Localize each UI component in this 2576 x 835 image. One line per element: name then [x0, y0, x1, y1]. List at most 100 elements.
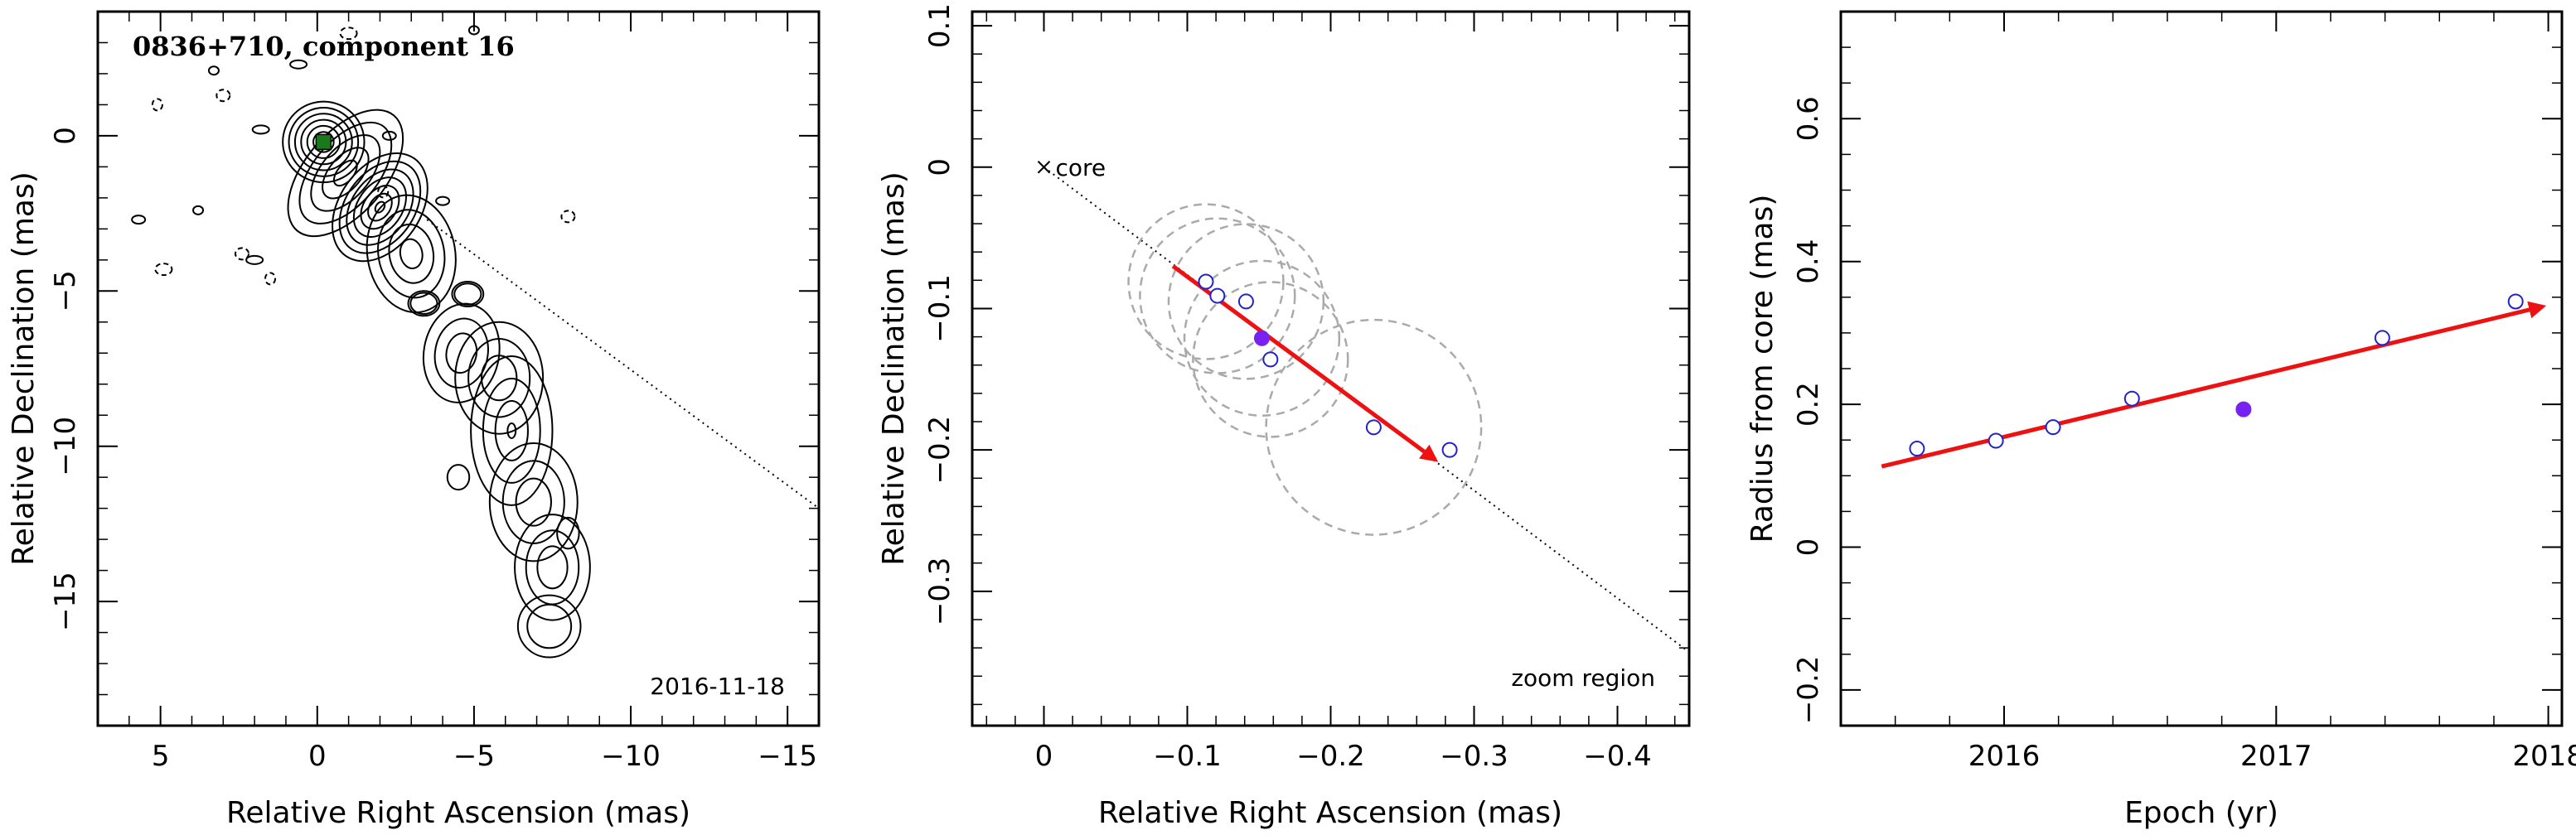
x-tick-label: −15 [758, 740, 817, 773]
uncertainty-circle [1192, 281, 1349, 438]
x-tick-label: −0.1 [1153, 740, 1222, 773]
open-point [2123, 390, 2140, 407]
contour-line [367, 192, 393, 222]
y-tick-label: 0.4 [1792, 239, 1825, 284]
contour-line [288, 106, 360, 177]
y-axis-title-3: Radius from core (mas) [1746, 195, 1779, 543]
ticks-3: 2016 2017 2018 −0.2 0 0.2 0.4 0.6 [1792, 11, 2576, 773]
y-tick-label: 0 [49, 127, 82, 145]
contour-line [501, 460, 565, 545]
noise-contour [154, 263, 173, 277]
contour-line [377, 209, 446, 299]
noise-contour [235, 247, 249, 261]
y-tick-label: 0.1 [923, 3, 956, 48]
y-axis-title-2: Relative Declination (mas) [877, 171, 911, 566]
y-axis-title-1: Relative Declination (mas) [7, 171, 41, 566]
noise-contour [264, 272, 277, 286]
open-point [1909, 441, 1925, 457]
open-point [2507, 293, 2524, 310]
radius-points [1909, 293, 2524, 457]
x-tick-label: −0.4 [1583, 740, 1652, 773]
noise-contour [560, 210, 576, 224]
x-tick-label: 2017 [2240, 740, 2312, 773]
y-tick-label: −0.2 [1792, 656, 1825, 725]
plot-frame-3 [1839, 10, 2564, 727]
contour-line [312, 131, 335, 153]
ticks-2: 0 −0.1 −0.2 −0.3 −0.4 0.1 0 −0.1 −0.2 −0.3 [923, 3, 1689, 773]
contour-line [451, 281, 485, 308]
panel-zoom-region: core 0 −0.1 −0.2 −0.3 −0.4 0.1 0 −0.1 −0.2 −0.3 z… [877, 3, 1691, 830]
y-tick-label: 0.2 [1792, 382, 1825, 427]
contour-line [399, 238, 424, 270]
contour-line [293, 113, 353, 171]
noise-contour [377, 185, 390, 199]
contour-line [446, 464, 471, 491]
ticks-1: 5 0 −5 −10 −15 0 −5 −10 −15 [49, 11, 820, 773]
contour-line [467, 338, 531, 418]
open-point [1237, 293, 1254, 310]
jet-track-line-2 [1043, 166, 1690, 654]
contour-line [388, 223, 435, 284]
x-tick-label: −10 [601, 740, 661, 773]
x-tick-label: −5 [453, 740, 495, 773]
noise-contour [131, 215, 147, 225]
uncertainty-circle [1183, 259, 1341, 417]
noise-contour [435, 195, 451, 206]
noise-contour [251, 124, 270, 135]
contour-line [338, 160, 422, 254]
plot-frame-2 [971, 10, 1691, 727]
uncertainty-circles [1127, 203, 1483, 536]
noise-contour [215, 89, 231, 103]
contour-line [346, 168, 414, 246]
contour-line [360, 185, 400, 230]
core-cross [1037, 161, 1051, 174]
noise-contour [151, 98, 163, 112]
contour-line [306, 124, 341, 159]
x-tick-label: −0.3 [1440, 740, 1508, 773]
x-tick-label: 2016 [1968, 740, 2041, 773]
x-tick-label: 0 [1035, 740, 1053, 773]
contour-line [494, 399, 529, 461]
contour-line [366, 194, 457, 314]
contour-line [516, 594, 582, 659]
y-tick-label: 0 [1792, 538, 1825, 557]
contour-line [470, 355, 554, 506]
open-point [1262, 351, 1279, 368]
core-marker [315, 133, 332, 151]
x-axis-title-3: Epoch (yr) [2124, 796, 2278, 830]
contour-line [454, 321, 545, 435]
contour-line [409, 292, 438, 316]
y-tick-label: −10 [49, 417, 82, 476]
contour-line [322, 147, 370, 200]
uncertainty-circle [1167, 223, 1325, 380]
epoch-annotation: 2016-11-18 [650, 673, 785, 700]
noise-contour [339, 27, 358, 41]
panel-contour-map: 5 0 −5 −10 −15 0 −5 −10 −15 0836+710, component … [7, 10, 821, 830]
filled-point [1253, 330, 1270, 346]
uncertainty-circle [1127, 203, 1285, 360]
contour-line [526, 603, 573, 649]
open-point [1365, 419, 1382, 436]
contour-line [453, 282, 482, 306]
x-tick-label: 0 [308, 740, 327, 773]
open-point [1988, 432, 2004, 449]
contour-line [300, 118, 347, 166]
contour-line [287, 109, 404, 238]
zoom-annotation: zoom region [1511, 664, 1655, 692]
y-tick-label: −0.1 [923, 274, 956, 343]
contour-line [514, 514, 591, 621]
x-axis-title-1: Relative Right Ascension (mas) [226, 796, 690, 830]
contour-line [445, 332, 478, 374]
uncertainty-circle [1265, 318, 1483, 536]
open-point [1198, 273, 1214, 290]
contour-line [536, 545, 569, 590]
noise-contour [192, 205, 205, 215]
contour-line [310, 134, 381, 212]
y-tick-label: 0 [923, 158, 956, 176]
x-tick-label: −0.2 [1296, 740, 1365, 773]
y-tick-label: −15 [49, 572, 82, 631]
y-tick-label: −0.2 [923, 416, 956, 485]
plot-frame-1 [96, 10, 821, 727]
y-tick-label: −5 [49, 270, 82, 311]
contour-line [525, 529, 580, 606]
